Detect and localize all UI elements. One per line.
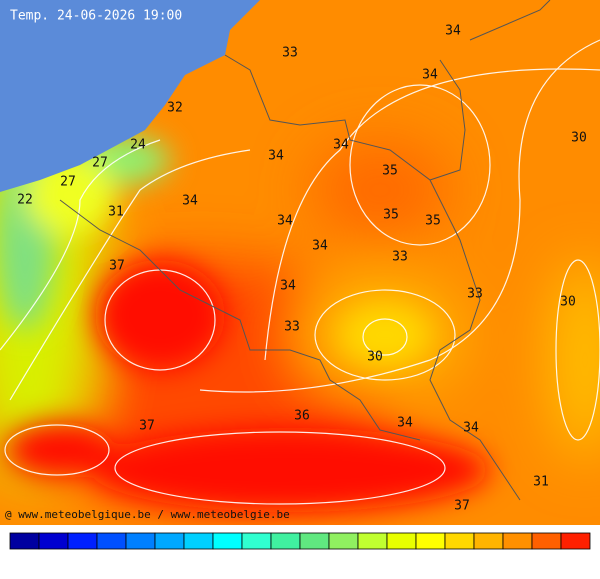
contour-label: 27	[60, 175, 76, 190]
scale-cell	[67, 532, 98, 550]
contour-label: 33	[467, 287, 483, 302]
scale-cell	[386, 532, 417, 550]
contour-label: 31	[533, 475, 549, 490]
scale-cell	[183, 532, 214, 550]
scale-cell	[531, 532, 562, 550]
contour-label: 36	[294, 409, 310, 424]
contour-label: 30	[367, 350, 383, 365]
contour-label: 34	[333, 138, 349, 153]
scale-cell	[299, 532, 330, 550]
contour-label: 37	[139, 419, 155, 434]
scale-cell	[241, 532, 272, 550]
scale-cell	[415, 532, 446, 550]
scale-cell	[473, 532, 504, 550]
contour-label: 35	[425, 214, 441, 229]
contour-label: 37	[109, 259, 125, 274]
temperature-field	[0, 0, 600, 525]
contour-label: 34	[268, 149, 284, 164]
contour-label: 34	[277, 214, 293, 229]
contour-label: 34	[422, 68, 438, 83]
scale-cell	[38, 532, 69, 550]
contour-label: 24	[130, 138, 146, 153]
contour-label: 34	[280, 279, 296, 294]
contour-label: 34	[463, 421, 479, 436]
scale-cell	[125, 532, 156, 550]
contour-label: 34	[397, 416, 413, 431]
scale-cell	[154, 532, 185, 550]
contour-label: 31	[108, 205, 124, 220]
contour-label: 33	[392, 250, 408, 265]
contour-label: 22	[17, 193, 33, 208]
scale-cell	[502, 532, 533, 550]
contour-label: 35	[383, 208, 399, 223]
scale-cell	[357, 532, 388, 550]
credit: @ www.meteobelgique.be / www.meteobelgie…	[5, 508, 290, 521]
contour-label: 35	[382, 164, 398, 179]
scale-cell	[560, 532, 591, 550]
map-title: Temp. 24-06-2026 19:00	[10, 9, 182, 24]
scale-cell	[9, 532, 40, 550]
contour-label: 30	[571, 131, 587, 146]
contour-label: 34	[445, 24, 461, 39]
scale-cell	[328, 532, 359, 550]
contour-label: 33	[284, 320, 300, 335]
color-scale	[9, 532, 591, 550]
contour-label: 27	[92, 156, 108, 171]
contour-label: 33	[282, 46, 298, 61]
scale-cell	[212, 532, 243, 550]
contour-label: 37	[454, 499, 470, 514]
scale-cell	[96, 532, 127, 550]
scale-cell	[270, 532, 301, 550]
scale-cell	[444, 532, 475, 550]
contour-label: 30	[560, 295, 576, 310]
contour-label: 32	[167, 101, 183, 116]
contour-label: 34	[312, 239, 328, 254]
contour-label: 34	[182, 194, 198, 209]
